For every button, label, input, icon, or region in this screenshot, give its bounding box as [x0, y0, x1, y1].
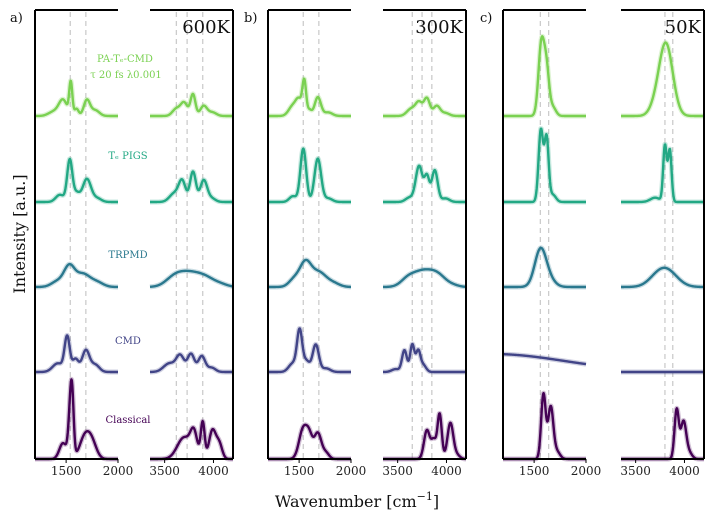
series-pa-trcmd-band: [265, 76, 354, 119]
series-cmd-line: [502, 352, 587, 366]
temperature-label: 50K: [665, 17, 702, 38]
label-trpmd: TRPMD: [108, 250, 147, 261]
series-trpigs-band: [380, 163, 469, 205]
series-pa-trcmd-band: [32, 78, 121, 119]
x-tick-label: 2000: [336, 464, 367, 478]
x-axis-label-sup: −1: [417, 490, 433, 503]
x-axis-label: Wavenumber [cm−1]: [275, 490, 439, 511]
panel-c-left-window: 1500 2000: [500, 9, 602, 478]
series-trpmd-line: [382, 268, 467, 289]
series-cmd-band: [380, 341, 469, 375]
label-pa-trcmd-1: PA-Tₑ-CMD: [97, 54, 153, 65]
series-trpmd-line: [149, 269, 234, 289]
panel-b-right-window: 3500 4000: [380, 9, 469, 478]
panel-c-right-window: 3500 4000: [618, 9, 707, 478]
series-cmd-line: [267, 327, 352, 374]
x-tick-label: 3500: [149, 464, 180, 478]
series-classical-line: [502, 391, 587, 461]
x-tick-label: 3500: [620, 464, 651, 478]
x-tick-label: 3500: [382, 464, 413, 478]
series-trpigs-line: [502, 127, 587, 204]
x-tick-label: 4000: [198, 464, 229, 478]
series-trpigs-line: [149, 170, 234, 204]
panel-b-left-window: 1500 2000: [265, 9, 367, 478]
series-pa-trcmd-line: [149, 92, 234, 118]
label-cmd: CMD: [115, 336, 141, 347]
series-cmd-line: [34, 334, 119, 374]
x-tick-label: 1500: [284, 464, 315, 478]
series-trpmd-line: [34, 262, 119, 289]
panels-layer: 1500 2000 3500 4000 a) 600K 1500 2000 3500 4000 b)…: [10, 9, 707, 478]
panel-c: 1500 2000 3500 4000 c) 50K: [480, 9, 707, 478]
series-trpigs-band: [32, 156, 121, 205]
x-axis-label-text: Wavenumber [cm: [275, 492, 417, 511]
series-pa-trcmd-line: [620, 41, 705, 118]
panel-label: c): [480, 11, 492, 26]
x-tick-label: 2000: [103, 464, 134, 478]
series-trpigs-line: [620, 143, 705, 204]
series-cmd-line: [149, 352, 234, 374]
series-labels: PA-Tₑ-CMD τ 20 fs λ0.001 Tₑ PIGS TRPMD C…: [90, 54, 162, 426]
temperature-label: 300K: [415, 17, 463, 38]
label-trpigs: Tₑ PIGS: [108, 151, 147, 162]
series-trpmd-line: [620, 266, 705, 289]
series-trpmd-band: [32, 261, 121, 290]
panel-label: a): [10, 11, 23, 26]
series-trpigs-line: [34, 157, 119, 204]
series-cmd-band: [32, 332, 121, 375]
x-tick-label: 4000: [431, 464, 462, 478]
panel-a-right-window: 3500 4000: [147, 9, 236, 478]
series-pa-trcmd-line: [34, 79, 119, 118]
series-pa-trcmd-line: [502, 35, 587, 118]
y-axis-label: Intensity [a.u.]: [10, 174, 29, 293]
series-trpigs-line: [382, 164, 467, 204]
x-tick-label: 1500: [519, 464, 550, 478]
series-pa-trcmd-line: [382, 96, 467, 118]
label-classical: Classical: [105, 415, 150, 426]
series-classical-band: [147, 418, 236, 462]
x-tick-label: 1500: [51, 464, 82, 478]
panel-b: 1500 2000 3500 4000 b) 300K: [244, 9, 469, 478]
series-trpmd-line: [502, 246, 587, 289]
series-cmd-line: [382, 342, 467, 374]
x-tick-label: 4000: [669, 464, 700, 478]
panel-a-left-window: 1500 2000: [32, 9, 134, 478]
series-trpmd-line: [267, 258, 352, 289]
x-tick-label: 2000: [571, 464, 602, 478]
x-axis-label-end: ]: [433, 492, 439, 511]
series-pa-trcmd-line: [267, 77, 352, 118]
series-trpmd-band: [618, 265, 707, 290]
series-cmd-band: [265, 325, 354, 375]
panel-a: 1500 2000 3500 4000 a) 600K: [10, 9, 236, 478]
temperature-label: 600K: [182, 17, 230, 38]
label-pa-trcmd-2: τ 20 fs λ0.001: [90, 70, 162, 81]
series-trpigs-line: [267, 147, 352, 204]
panel-label: b): [244, 11, 257, 26]
series-classical-band: [618, 405, 707, 462]
series-classical-line: [267, 423, 352, 461]
